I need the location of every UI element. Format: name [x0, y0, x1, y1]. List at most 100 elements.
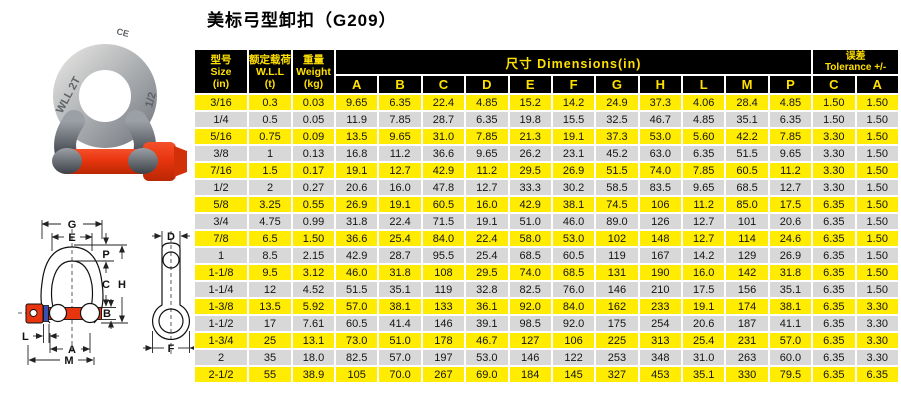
- col-header-size-zh: 型号: [210, 53, 232, 66]
- cell-dim-l: 4.85: [683, 112, 725, 127]
- table-row: 2-1/2 55 38.9 105 70.0 267 69.0 184 145 327 453 35.…: [195, 367, 898, 382]
- tol-col-header-a: A: [856, 76, 898, 93]
- cell-dim-l: 6.35: [683, 146, 725, 161]
- cell-dim-m: 35.1: [726, 112, 768, 127]
- cell-size: 1/2: [195, 180, 247, 195]
- page-title: 美标弓型卸扣（G209）: [207, 11, 397, 30]
- cell-dim-g: 175: [596, 316, 638, 331]
- cell-tol-c: 6.35: [813, 316, 855, 331]
- cell-dim-h: 210: [639, 282, 681, 297]
- cell-dim-g: 327: [596, 367, 638, 382]
- side-view-outline: [152, 231, 190, 355]
- dim-col-header-h: H: [639, 76, 681, 93]
- cell-dim-c: 84.0: [422, 231, 465, 246]
- dim-col-header-f: F: [552, 76, 595, 93]
- cell-dim-e: 15.2: [509, 95, 551, 110]
- cell-weight: 0.99: [293, 214, 334, 229]
- col-header-tolerance-zh: 误差: [845, 51, 866, 62]
- cell-dim-f: 106: [552, 333, 595, 348]
- cell-dim-g: 102: [596, 231, 638, 246]
- cell-weight: 5.92: [293, 299, 334, 314]
- col-header-tolerance-en: Tolerance +/-: [824, 62, 887, 73]
- cell-dim-m: 174: [726, 299, 768, 314]
- cell-dim-b: 57.0: [379, 350, 421, 365]
- cell-size: 7/16: [195, 163, 247, 178]
- shackle-bow: [53, 44, 157, 168]
- cell-tol-a: 1.50: [856, 248, 898, 263]
- cell-size: 1-3/4: [195, 333, 247, 348]
- cell-dim-d: 36.1: [466, 299, 508, 314]
- cell-tol-c: 3.30: [813, 129, 855, 144]
- cell-dim-m: 187: [726, 316, 768, 331]
- cell-weight: 1.50: [293, 231, 334, 246]
- cell-tol-a: 1.50: [856, 163, 898, 178]
- cell-tol-c: 3.30: [813, 146, 855, 161]
- cell-dim-h: 126: [639, 214, 681, 229]
- cell-tol-c: 6.35: [813, 350, 855, 365]
- cell-dim-g: 131: [596, 265, 638, 280]
- cell-dim-d: 12.7: [466, 180, 508, 195]
- cell-tol-c: 6.35: [813, 197, 855, 212]
- cell-dim-c: 178: [422, 333, 465, 348]
- cell-dim-f: 15.5: [552, 112, 595, 127]
- cell-dim-h: 167: [639, 248, 681, 263]
- cell-dim-l: 5.60: [683, 129, 725, 144]
- cell-tol-c: 1.50: [813, 95, 855, 110]
- cell-dim-h: 148: [639, 231, 681, 246]
- cell-wll: 1: [249, 146, 291, 161]
- table-row: 5/8 3.25 0.55 26.9 19.1 60.5 16.0 42.9 38.1 74.5 1…: [195, 197, 898, 212]
- cell-dim-h: 46.7: [639, 112, 681, 127]
- cell-dim-d: 53.0: [466, 350, 508, 365]
- cell-dim-f: 68.5: [552, 265, 595, 280]
- table-row: 2 35 18.0 82.5 57.0 197 53.0 146 122 253 348 31.0 26…: [195, 350, 898, 365]
- cell-dim-p: 38.1: [769, 299, 812, 314]
- cell-dim-f: 53.0: [552, 231, 595, 246]
- cell-dim-h: 37.3: [639, 95, 681, 110]
- cell-weight: 0.05: [293, 112, 334, 127]
- cell-dim-b: 9.65: [379, 129, 421, 144]
- cell-dim-d: 39.1: [466, 316, 508, 331]
- cell-dim-g: 119: [596, 248, 638, 263]
- cell-dim-b: 16.0: [379, 180, 421, 195]
- col-header-size: 型号 Size (in): [195, 50, 247, 93]
- cell-dim-c: 267: [422, 367, 465, 382]
- dim-col-header-l: L: [683, 76, 725, 93]
- cell-size: 1-3/8: [195, 299, 247, 314]
- cell-weight: 4.52: [293, 282, 334, 297]
- cell-dim-d: 69.0: [466, 367, 508, 382]
- dim-col-header-a: A: [336, 76, 378, 93]
- cell-dim-c: 47.8: [422, 180, 465, 195]
- col-header-size-unit: (in): [212, 77, 230, 90]
- cell-dim-g: 58.5: [596, 180, 638, 195]
- table-row: 1-1/2 17 7.61 60.5 41.4 146 39.1 98.5 92.0 175 254…: [195, 316, 898, 331]
- cell-dim-a: 82.5: [336, 350, 378, 365]
- cell-dim-f: 30.2: [552, 180, 595, 195]
- col-header-weight-en: Weight: [296, 65, 331, 78]
- cell-dim-c: 60.5: [422, 197, 465, 212]
- cell-wll: 3.25: [249, 197, 291, 212]
- cell-tol-a: 6.35: [856, 367, 898, 382]
- cell-dim-c: 119: [422, 282, 465, 297]
- col-header-wll-unit: (t): [264, 77, 276, 90]
- table-row: 3/8 1 0.13 16.8 11.2 36.6 9.65 26.2 23.1 45.2 63.0…: [195, 146, 898, 161]
- cell-dim-d: 16.0: [466, 197, 508, 212]
- dim-col-header-e: E: [509, 76, 551, 93]
- cell-dim-f: 38.1: [552, 197, 595, 212]
- cell-dim-a: 60.5: [336, 316, 378, 331]
- cell-dim-g: 253: [596, 350, 638, 365]
- cell-dim-p: 6.35: [769, 112, 812, 127]
- cell-dim-p: 7.85: [769, 129, 812, 144]
- cell-dim-c: 36.6: [422, 146, 465, 161]
- cell-dim-e: 74.0: [509, 265, 551, 280]
- cell-tol-c: 6.35: [813, 333, 855, 348]
- cell-wll: 6.5: [249, 231, 291, 246]
- cell-size: 2: [195, 350, 247, 365]
- dim-label-d: D: [167, 231, 175, 243]
- cell-dim-e: 92.0: [509, 299, 551, 314]
- cell-dim-a: 36.6: [336, 231, 378, 246]
- cell-dim-f: 26.9: [552, 163, 595, 178]
- cell-dim-h: 74.0: [639, 163, 681, 178]
- cell-dim-b: 41.4: [379, 316, 421, 331]
- cell-dim-h: 233: [639, 299, 681, 314]
- cell-dim-l: 16.0: [683, 265, 725, 280]
